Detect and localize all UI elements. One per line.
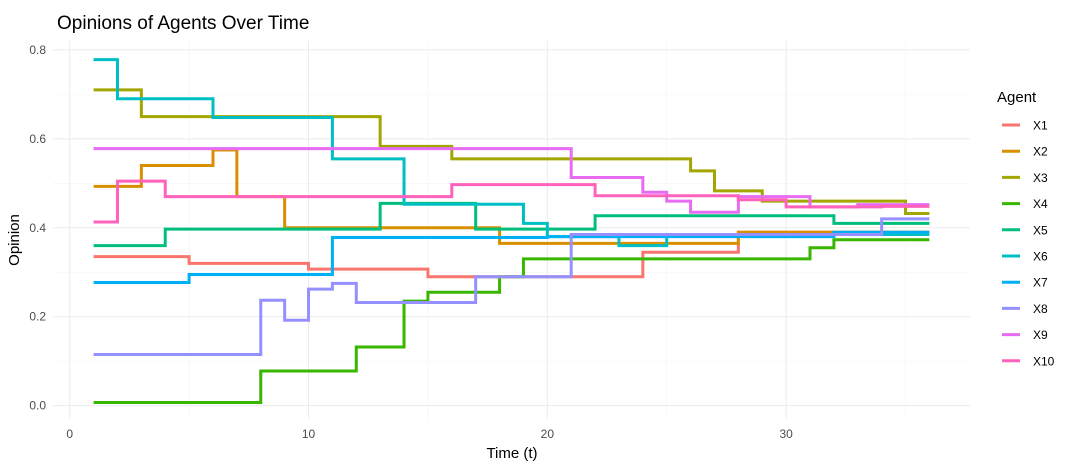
legend-label: X2 (1033, 145, 1048, 159)
series-line-x5 (93, 201, 930, 248)
x-tick-label: 0 (66, 427, 73, 441)
legend-items: X1 X2 X3 X4 X5 X6 X7 X8 X9 X10 (1002, 119, 1055, 368)
y-tick-label: 0.2 (29, 310, 46, 324)
grid-layer (53, 41, 970, 419)
legend-title: Agent (997, 89, 1037, 106)
legend-item-x9: X9 (1002, 328, 1048, 342)
legend-item-x5: X5 (1002, 223, 1048, 237)
y-tick-label: 0.6 (29, 132, 46, 146)
series-line-x7 (93, 230, 930, 284)
series-line-x8 (93, 217, 930, 357)
x-tick-label: 20 (541, 427, 555, 441)
legend-item-x1: X1 (1002, 119, 1048, 133)
legend-label: X7 (1033, 276, 1048, 290)
y-tick-label: 0.4 (29, 221, 46, 235)
x-tick-label: 10 (302, 427, 316, 441)
legend-item-x6: X6 (1002, 250, 1048, 264)
series-layer (93, 58, 930, 405)
x-tick-label: 30 (779, 427, 793, 441)
legend-label: X8 (1033, 302, 1048, 316)
x-axis-label: Time (t) (486, 445, 537, 462)
chart-title: Opinions of Agents Over Time (57, 13, 309, 34)
legend-item-x3: X3 (1002, 171, 1048, 185)
legend-label: X10 (1033, 354, 1055, 368)
legend-item-x8: X8 (1002, 302, 1048, 316)
legend-label: X5 (1033, 223, 1048, 237)
legend-item-x10: X10 (1002, 354, 1055, 368)
series-line-x10 (93, 179, 930, 224)
legend-item-x7: X7 (1002, 276, 1048, 290)
series-line-x3 (93, 88, 930, 216)
y-tick-labels: 0.0 0.2 0.4 0.6 0.8 (29, 43, 46, 413)
legend-label: X4 (1033, 197, 1048, 211)
series-line-x4 (93, 238, 930, 405)
legend-label: X1 (1033, 119, 1048, 133)
series-line-x1 (93, 230, 930, 279)
legend-item-x2: X2 (1002, 145, 1048, 159)
y-tick-label: 0.8 (29, 43, 46, 57)
legend-label: X6 (1033, 250, 1048, 264)
y-axis-label: Opinion (6, 214, 23, 266)
series-line-x6 (93, 58, 930, 248)
legend-label: X9 (1033, 328, 1048, 342)
legend: Agent X1 X2 X3 X4 X5 X6 X7 X8 X9 X10 (997, 89, 1055, 368)
y-tick-label: 0.0 (29, 399, 46, 413)
legend-item-x4: X4 (1002, 197, 1048, 211)
series-line-x2 (93, 148, 930, 245)
x-tick-labels: 0 10 20 30 (66, 427, 793, 441)
legend-label: X3 (1033, 171, 1048, 185)
